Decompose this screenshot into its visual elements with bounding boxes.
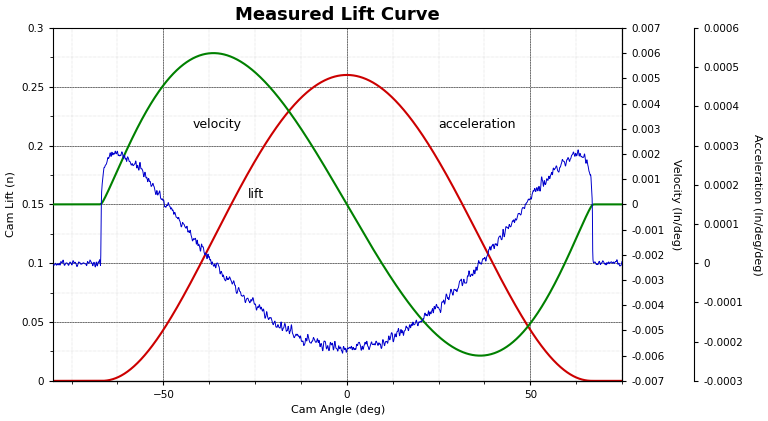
Y-axis label: Cam Lift (n): Cam Lift (n) — [5, 171, 15, 237]
X-axis label: Cam Angle (deg): Cam Angle (deg) — [290, 405, 385, 416]
Text: lift: lift — [248, 189, 264, 202]
Title: Measured Lift Curve: Measured Lift Curve — [235, 5, 440, 24]
Text: velocity: velocity — [193, 118, 242, 131]
Y-axis label: Acceleration (In/deg/deg): Acceleration (In/deg/deg) — [753, 133, 763, 275]
Y-axis label: Velocity (In/deg): Velocity (In/deg) — [671, 159, 681, 250]
Text: acceleration: acceleration — [439, 118, 516, 131]
